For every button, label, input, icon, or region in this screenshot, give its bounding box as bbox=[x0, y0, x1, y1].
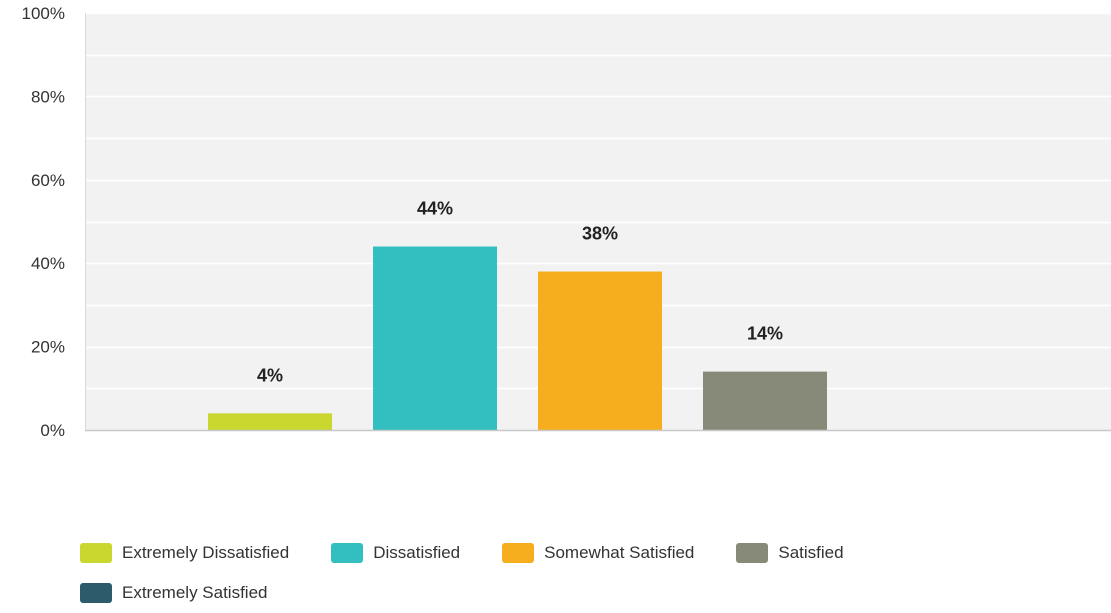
y-tick-label: 60% bbox=[31, 171, 65, 190]
data-label: 38% bbox=[582, 224, 618, 244]
bar bbox=[373, 246, 497, 430]
legend-label: Satisfied bbox=[778, 543, 844, 562]
y-tick-label: 40% bbox=[31, 254, 65, 273]
legend-row-1: Extremely Dissatisfied Dissatisfied Some… bbox=[80, 533, 1080, 573]
bar bbox=[703, 371, 827, 430]
legend: Extremely Dissatisfied Dissatisfied Some… bbox=[80, 533, 1080, 613]
legend-swatch bbox=[331, 543, 364, 563]
legend-item-dissatisfied: Dissatisfied bbox=[331, 543, 460, 563]
legend-label: Somewhat Satisfied bbox=[544, 543, 695, 562]
y-tick-label: 100% bbox=[22, 4, 65, 23]
legend-swatch bbox=[502, 543, 535, 563]
y-tick-label: 80% bbox=[31, 87, 65, 106]
legend-item-extremely-satisfied: Extremely Satisfied bbox=[80, 583, 268, 603]
legend-item-somewhat-satisfied: Somewhat Satisfied bbox=[502, 543, 694, 563]
legend-row-2: Extremely Satisfied bbox=[80, 573, 1080, 613]
legend-label: Dissatisfied bbox=[373, 543, 461, 562]
legend-label: Extremely Dissatisfied bbox=[122, 543, 290, 562]
y-tick-label: 0% bbox=[40, 421, 65, 440]
bar bbox=[538, 271, 662, 430]
data-label: 4% bbox=[257, 365, 283, 385]
legend-item-extremely-dissatisfied: Extremely Dissatisfied bbox=[80, 543, 289, 563]
legend-item-satisfied: Satisfied bbox=[736, 543, 844, 563]
bar bbox=[208, 413, 332, 430]
legend-swatch bbox=[736, 543, 769, 563]
y-tick-label: 20% bbox=[31, 338, 65, 357]
legend-swatch bbox=[80, 583, 112, 603]
data-label: 44% bbox=[417, 199, 453, 219]
legend-swatch bbox=[80, 543, 112, 563]
data-label: 14% bbox=[747, 324, 783, 344]
legend-label: Extremely Satisfied bbox=[122, 583, 268, 602]
